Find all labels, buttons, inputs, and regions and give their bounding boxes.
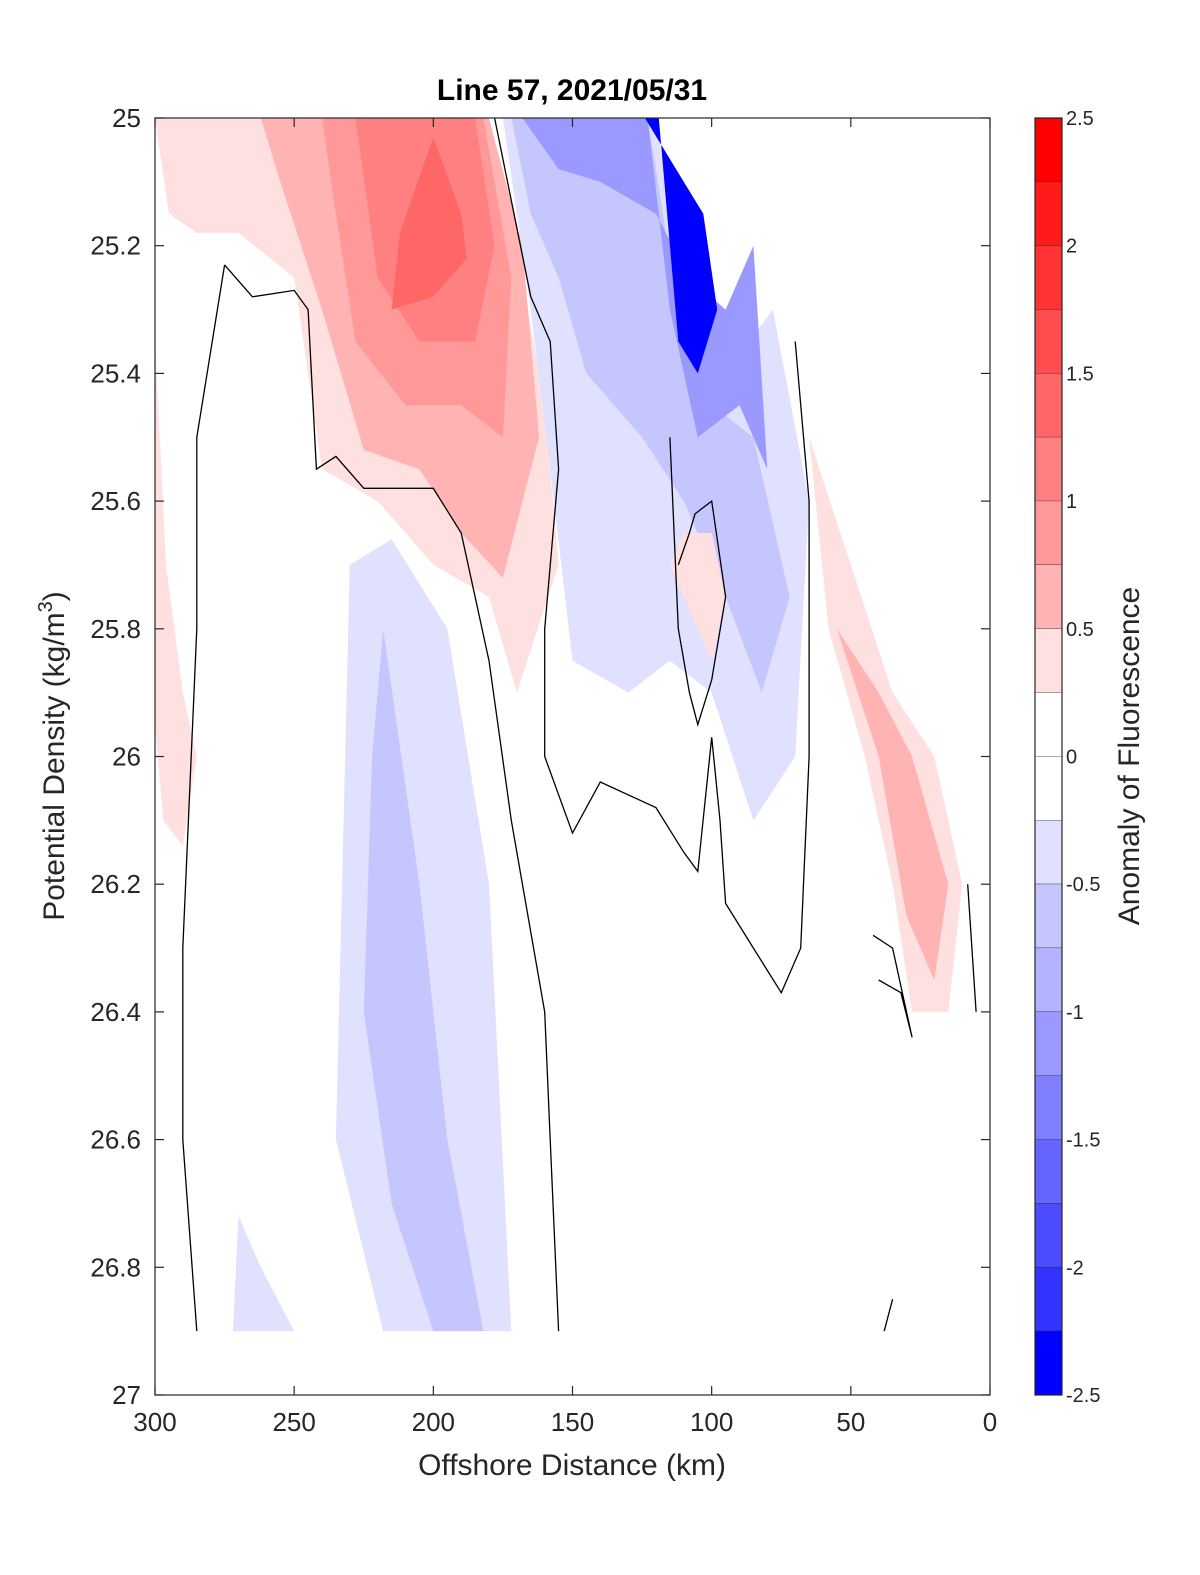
colorbar-tick-label: 0.5	[1066, 619, 1094, 641]
zero-contour-line	[493, 118, 810, 995]
colorbar: 2.5 2 1.5 1 0.5 0 -0.5 -1 -1.5 -2 -2.5	[1034, 108, 1100, 1407]
x-tick-label: 0	[983, 1407, 997, 1437]
zero-contour-line	[967, 884, 977, 1012]
colorbar-level	[1035, 245, 1062, 311]
y-axis-title-superscript: 3	[35, 601, 57, 612]
x-tick-label: 100	[690, 1407, 733, 1437]
colorbar-level	[1035, 884, 1062, 949]
colorbar-level	[1035, 1075, 1062, 1141]
colorbar-level	[1035, 118, 1062, 183]
colorbar-level	[1035, 1203, 1062, 1268]
colorbar-tick-label: 1.5	[1066, 363, 1094, 385]
x-tick-label: 250	[272, 1407, 315, 1437]
colorbar-tick-label: 2.5	[1066, 108, 1094, 130]
colorbar-tick-label: -1	[1066, 1002, 1084, 1024]
colorbar-level	[1035, 756, 1062, 821]
y-axis-title-close: )	[38, 591, 71, 601]
colorbar-level	[1035, 564, 1062, 630]
contour-region-cold-deep-inner	[363, 628, 484, 1332]
colorbar-tick-label: 2	[1066, 236, 1077, 258]
x-tick-label: 150	[551, 1407, 594, 1437]
colorbar-tick-label: 1	[1066, 491, 1077, 513]
y-tick-label: 27	[112, 1380, 141, 1410]
y-tick-label: 25.4	[90, 358, 141, 388]
colorbar-tick-label: -1.5	[1066, 1130, 1100, 1152]
y-tick-label: 26.6	[90, 1125, 141, 1155]
chart-title: Line 57, 2021/05/31	[437, 74, 707, 107]
colorbar-title: Anomaly of Fluorescence	[1113, 587, 1146, 926]
colorbar-tick-label: -2	[1066, 1257, 1084, 1279]
colorbar-level	[1035, 1267, 1062, 1332]
contour-region-cold-deep-bottom	[232, 1216, 295, 1332]
colorbar-level	[1035, 820, 1062, 885]
colorbar-tick-label: 0	[1066, 747, 1077, 769]
y-axis-title: Potential Density (kg/m3)	[35, 591, 71, 921]
colorbar-level	[1035, 437, 1062, 502]
colorbar-level	[1035, 1139, 1062, 1204]
x-tick-label: 50	[836, 1407, 865, 1437]
zero-contour-line	[669, 437, 727, 727]
contour-region-cold-upper-peak	[644, 118, 718, 374]
x-tick-label: 200	[412, 1407, 455, 1437]
y-tick-label: 25.2	[90, 231, 141, 261]
y-tick-label: 26	[112, 742, 141, 772]
y-tick-label: 25.6	[90, 486, 141, 516]
colorbar-tick-label: -2.5	[1066, 1385, 1100, 1407]
contour-region-mid-warm-lens	[669, 533, 726, 661]
colorbar-level	[1035, 501, 1062, 566]
contour-region-cold-upper-mid	[511, 118, 790, 693]
colorbar-level	[1035, 309, 1062, 374]
colorbar-level	[1035, 692, 1062, 757]
contour-region-cold-upper-core	[522, 118, 768, 470]
colorbar-level	[1035, 1331, 1062, 1396]
y-tick-label: 25	[112, 103, 141, 133]
x-tick-label: 300	[133, 1407, 176, 1437]
contour-fills	[155, 118, 963, 1332]
y-tick-label: 26.2	[90, 869, 141, 899]
zero-contour-line	[182, 264, 226, 1332]
zero-contour-lines	[182, 118, 977, 1332]
y-tick-label: 26.8	[90, 1252, 141, 1282]
y-tick-label: 25.8	[90, 614, 141, 644]
y-axis: 25 25.2 25.4 25.6 25.8 26 26.2 26.4 26.6 26.8 27	[90, 103, 990, 1410]
contour-region-warm-core-peak	[391, 137, 467, 310]
colorbar-level	[1035, 1011, 1062, 1077]
colorbar-level	[1035, 628, 1062, 694]
zero-contour-line	[224, 264, 560, 1332]
zero-contour-line	[883, 1299, 894, 1332]
colorbar-level	[1035, 948, 1062, 1013]
contour-region-nearshore-warm-inner	[836, 628, 949, 980]
colorbar-level	[1035, 181, 1062, 247]
contour-region-left-edge-warm	[155, 341, 197, 846]
y-axis-title-text: Potential Density (kg/m	[38, 612, 71, 920]
y-tick-label: 26.4	[90, 997, 141, 1027]
colorbar-tick-label: -0.5	[1066, 874, 1100, 896]
zero-contour-line	[872, 934, 913, 1038]
colorbar-frame	[1034, 117, 1063, 1396]
x-axis-title: Offshore Distance (km)	[418, 1449, 726, 1482]
x-axis: 300 250 200 150 100 50 0	[133, 118, 997, 1437]
colorbar-level	[1035, 373, 1062, 438]
plot-area	[154, 117, 991, 1396]
